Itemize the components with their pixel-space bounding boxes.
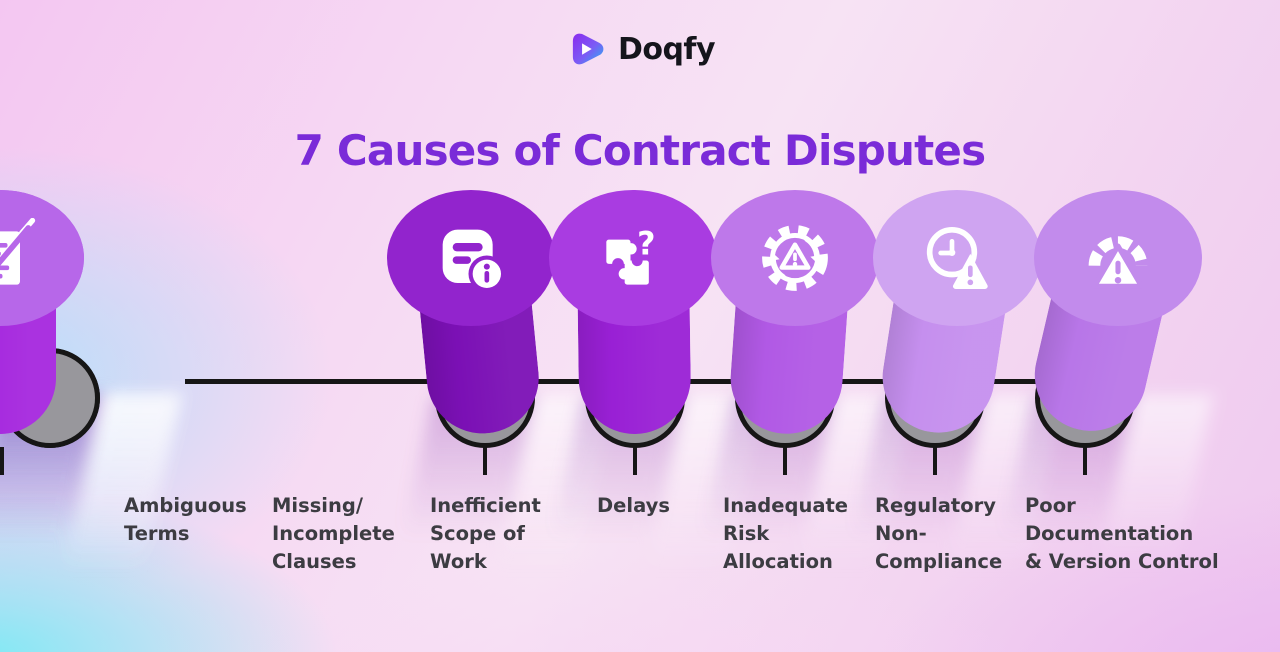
pillar-label-poor-documentation: Poor Documentation & Version Control bbox=[1025, 494, 1219, 573]
pillar-top bbox=[711, 190, 879, 326]
pillar-label-missing-clauses: Missing/ Incomplete Clauses bbox=[272, 494, 395, 573]
document-info-icon bbox=[442, 229, 506, 293]
connector-tick bbox=[1083, 447, 1087, 475]
connector-tick bbox=[633, 447, 637, 475]
pillar-top: ? bbox=[549, 190, 717, 326]
doqfy-play-logo-icon bbox=[572, 33, 604, 65]
pillar-label-ambiguous-terms: Ambiguous Terms bbox=[124, 494, 247, 545]
pillar-label-regulatory-noncompliance: Regulatory Non- Compliance bbox=[875, 494, 1003, 573]
pillar-top bbox=[0, 190, 84, 326]
pillar-label-inefficient-scope: Inefficient Scope of Work bbox=[430, 494, 541, 573]
pillar-label-inadequate-risk: Inadequate Risk Allocation bbox=[723, 494, 849, 573]
brand-name: Doqfy bbox=[617, 31, 716, 67]
puzzle-question-icon: ? bbox=[606, 227, 656, 285]
brand-header: Doqfy bbox=[0, 28, 1280, 70]
connector-tick bbox=[0, 447, 4, 475]
pillar-top bbox=[387, 190, 555, 326]
pillar-label-delays: Delays bbox=[597, 494, 670, 517]
connector-tick bbox=[483, 447, 487, 475]
pillar-top bbox=[873, 190, 1041, 326]
connector-tick bbox=[933, 447, 937, 475]
clock-warning-icon bbox=[926, 227, 988, 290]
connector-tick bbox=[783, 447, 787, 475]
gauge-warning-icon bbox=[1088, 236, 1148, 289]
document-slash-icon bbox=[0, 218, 36, 285]
gear-refresh-warning-icon bbox=[762, 225, 828, 291]
pillar-top bbox=[1034, 190, 1202, 326]
page-title: 7 Causes of Contract Disputes bbox=[294, 126, 986, 176]
svg-text:?: ? bbox=[637, 227, 655, 263]
